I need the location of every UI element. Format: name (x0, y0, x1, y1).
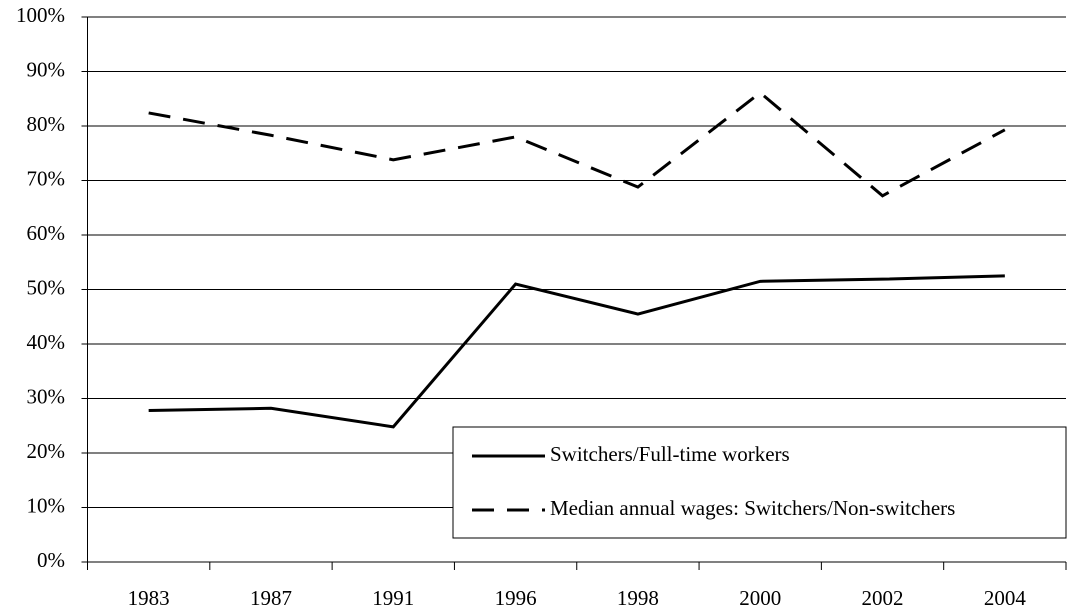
y-tick-label: 30% (27, 384, 66, 408)
x-tick-label: 2004 (984, 586, 1027, 610)
y-tick-label: 0% (37, 548, 65, 572)
x-tick-label: 1991 (372, 586, 414, 610)
x-tick-label: 2000 (739, 586, 781, 610)
y-tick-label: 80% (27, 112, 66, 136)
legend-label: Median annual wages: Switchers/Non-switc… (550, 496, 955, 520)
x-tick-label: 1983 (128, 586, 170, 610)
x-tick-label: 1987 (250, 586, 292, 610)
x-tick-label: 2002 (862, 586, 904, 610)
y-tick-label: 70% (27, 166, 66, 190)
x-tick-label: 1996 (495, 586, 537, 610)
legend-box (452, 426, 1067, 539)
series-line (148, 90, 1006, 198)
y-tick-label: 60% (27, 221, 66, 245)
y-tick-label: 40% (27, 330, 66, 354)
y-tick-label: 100% (16, 3, 65, 27)
y-tick-label: 20% (27, 439, 66, 463)
series-line (148, 274, 1005, 429)
y-tick-label: 90% (27, 57, 66, 81)
y-tick-label: 50% (27, 275, 66, 299)
y-tick-label: 10% (27, 493, 66, 517)
legend-label: Switchers/Full-time workers (550, 442, 790, 466)
x-tick-label: 1998 (617, 586, 659, 610)
